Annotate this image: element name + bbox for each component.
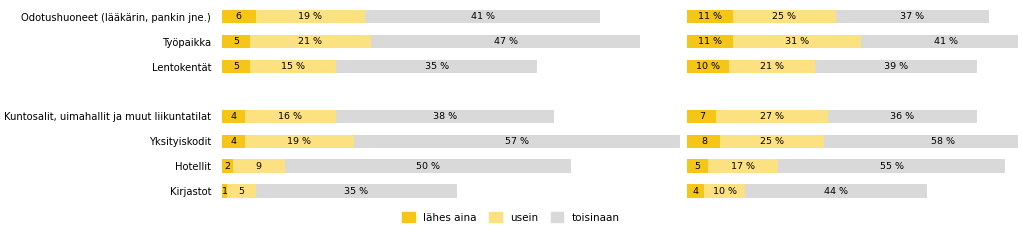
Text: 41 %: 41 % — [933, 37, 958, 46]
Bar — [222, 134, 244, 148]
Bar — [222, 35, 250, 49]
Text: 50 %: 50 % — [416, 162, 440, 171]
Text: 8: 8 — [701, 137, 707, 146]
Bar — [250, 60, 336, 73]
Text: 38 %: 38 % — [433, 112, 458, 121]
Bar — [745, 184, 927, 198]
Bar — [256, 10, 365, 24]
Text: 21 %: 21 % — [760, 62, 784, 71]
Bar — [733, 10, 836, 24]
Text: 11 %: 11 % — [698, 37, 723, 46]
Bar — [250, 35, 371, 49]
Text: 35 %: 35 % — [424, 62, 449, 71]
Text: 5: 5 — [233, 37, 239, 46]
Text: 27 %: 27 % — [760, 112, 784, 121]
Text: 9: 9 — [256, 162, 262, 171]
Text: 10 %: 10 % — [712, 187, 737, 196]
Bar — [708, 159, 779, 173]
Bar — [354, 134, 681, 148]
Text: 19 %: 19 % — [298, 12, 323, 21]
Text: 2: 2 — [224, 162, 230, 171]
Bar — [779, 159, 1006, 173]
Text: 58 %: 58 % — [931, 137, 956, 146]
Bar — [824, 134, 1022, 148]
Text: 4: 4 — [230, 112, 236, 121]
Bar — [816, 60, 977, 73]
Bar — [688, 10, 733, 24]
Bar — [222, 159, 233, 173]
Bar — [336, 109, 554, 123]
Text: 4: 4 — [230, 137, 236, 146]
Text: 37 %: 37 % — [900, 12, 925, 21]
Text: 10 %: 10 % — [696, 62, 721, 71]
Text: 16 %: 16 % — [278, 112, 303, 121]
Text: 1: 1 — [222, 187, 228, 196]
Bar — [227, 184, 256, 198]
Bar — [244, 109, 336, 123]
Text: 15 %: 15 % — [281, 62, 306, 71]
Text: 41 %: 41 % — [470, 12, 495, 21]
Bar — [365, 10, 600, 24]
Text: 6: 6 — [236, 12, 242, 21]
Bar — [222, 109, 244, 123]
Text: 35 %: 35 % — [344, 187, 369, 196]
Text: 21 %: 21 % — [298, 37, 323, 46]
Bar — [285, 159, 571, 173]
Bar — [861, 35, 1022, 49]
Bar — [256, 184, 457, 198]
Text: 5: 5 — [239, 187, 244, 196]
Bar — [222, 10, 256, 24]
Bar — [244, 134, 354, 148]
Text: 36 %: 36 % — [890, 112, 915, 121]
Bar — [688, 159, 708, 173]
Bar — [688, 134, 721, 148]
Bar — [233, 159, 285, 173]
Bar — [836, 10, 989, 24]
Bar — [688, 60, 729, 73]
Bar — [704, 184, 745, 198]
Bar — [688, 109, 716, 123]
Bar — [336, 60, 538, 73]
Bar — [222, 60, 250, 73]
Bar — [733, 35, 861, 49]
Text: 7: 7 — [699, 112, 705, 121]
Text: 19 %: 19 % — [287, 137, 311, 146]
Legend: lähes aina, usein, toisinaan: lähes aina, usein, toisinaan — [400, 209, 622, 226]
Bar — [688, 35, 733, 49]
Text: 25 %: 25 % — [773, 12, 796, 21]
Text: 55 %: 55 % — [880, 162, 903, 171]
Text: 25 %: 25 % — [760, 137, 784, 146]
Bar — [222, 184, 227, 198]
Bar — [371, 35, 641, 49]
Text: 31 %: 31 % — [785, 37, 809, 46]
Text: 11 %: 11 % — [698, 12, 723, 21]
Text: 4: 4 — [693, 187, 699, 196]
Text: 44 %: 44 % — [824, 187, 848, 196]
Text: 5: 5 — [695, 162, 701, 171]
Bar — [716, 109, 828, 123]
Text: 17 %: 17 % — [731, 162, 755, 171]
Text: 47 %: 47 % — [494, 37, 517, 46]
Text: 57 %: 57 % — [505, 137, 529, 146]
Bar — [688, 184, 704, 198]
Bar — [828, 109, 977, 123]
Text: 39 %: 39 % — [884, 62, 909, 71]
Text: 5: 5 — [233, 62, 239, 71]
Bar — [729, 60, 816, 73]
Bar — [721, 134, 824, 148]
